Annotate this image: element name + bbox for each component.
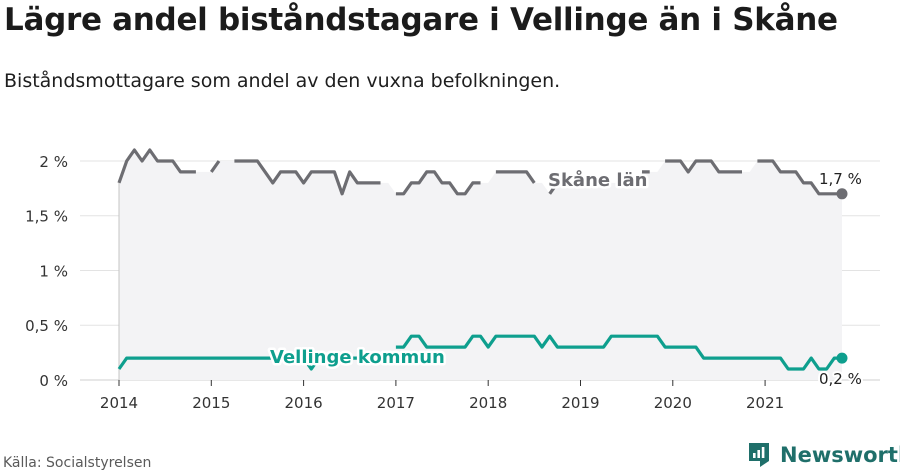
x-tick-label: 2019 (561, 394, 599, 412)
source-note: Källa: Socialstyrelsen (3, 455, 152, 471)
skane-lan-line (117, 148, 842, 196)
vellinge-kommun-series-label: Vellinge kommun (270, 347, 445, 368)
y-tick-label: 1 % (39, 262, 68, 280)
x-tick-label: 2018 (469, 394, 507, 412)
x-tick-label: 2021 (746, 394, 784, 412)
vellinge-kommun-end-value-label: 0,2 % (819, 370, 862, 388)
y-tick-label: 2 % (39, 153, 68, 171)
vellinge-kommun-line (117, 334, 842, 371)
skane-lan-series-label: Skåne län (548, 169, 648, 191)
skane-lan-end-dot (836, 188, 848, 200)
newsworthy-logo-icon (749, 443, 769, 467)
y-tick-label: 0 % (39, 372, 68, 390)
skane-area-shade (119, 150, 842, 380)
chart-subtitle: Biståndsmottagare som andel av den vuxna… (4, 70, 561, 92)
x-tick-label: 2017 (377, 394, 415, 412)
x-tick-label: 2014 (100, 394, 138, 412)
x-tick-label: 2020 (654, 394, 692, 412)
chart-title: Lägre andel biståndstagare i Vellinge än… (4, 2, 838, 38)
y-tick-label: 0,5 % (25, 317, 68, 335)
vellinge-kommun-end-dot (836, 352, 848, 364)
skane-lan-end-value-label: 1,7 % (819, 170, 862, 188)
x-tick-label: 2016 (285, 394, 323, 412)
brand-name: Newsworthy (780, 443, 900, 467)
x-tick-label: 2015 (192, 394, 230, 412)
newsworthy-brand[interactable]: Newsworthy (746, 441, 900, 469)
y-tick-label: 1,5 % (25, 208, 68, 226)
